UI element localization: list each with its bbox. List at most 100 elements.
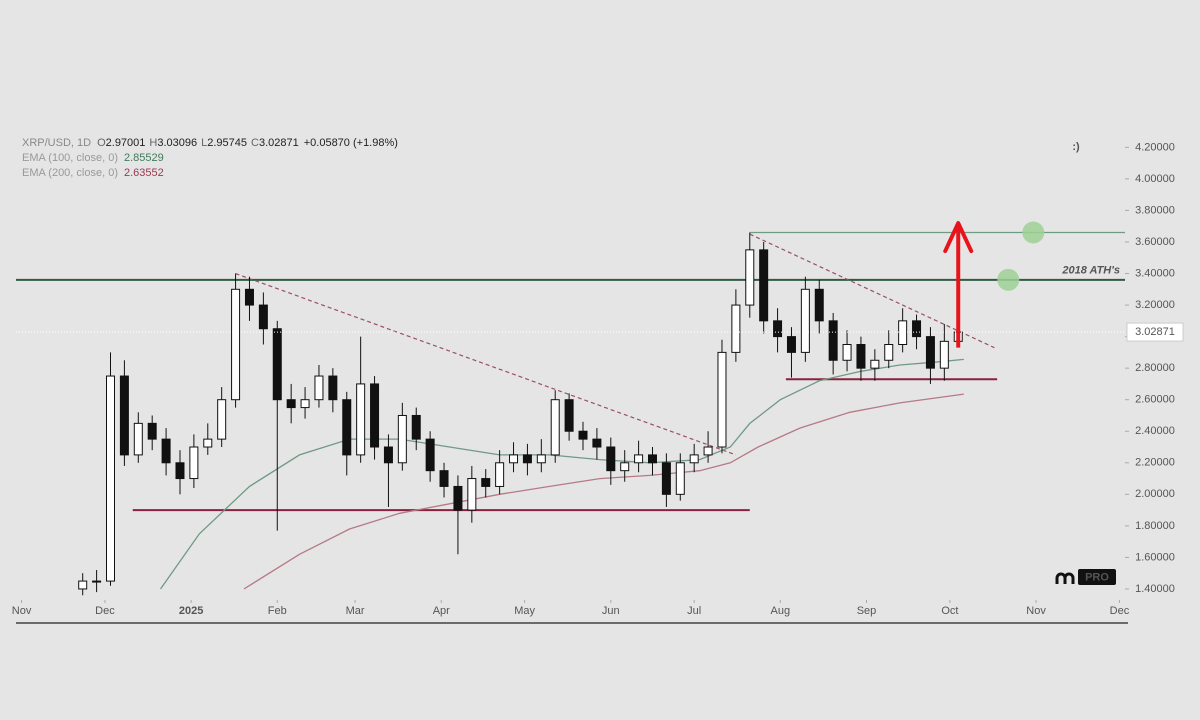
candle-body — [272, 328, 282, 401]
y-tick-label: 2.80000 — [1135, 362, 1175, 374]
candle-body — [314, 375, 324, 401]
change: +0.05870 (+1.98%) — [304, 137, 398, 149]
candle-body — [231, 288, 241, 401]
candle-body — [939, 340, 949, 369]
brand-logo — [1055, 569, 1116, 585]
x-tick-label: Jun — [602, 605, 620, 617]
x-tick-label: Sep — [857, 605, 877, 617]
y-tick-label: 2.20000 — [1135, 457, 1175, 469]
candle-body — [717, 351, 727, 448]
candle-body — [133, 422, 143, 456]
candle-body — [828, 320, 838, 361]
price-label: 3.02871 — [1135, 326, 1175, 338]
candle-body — [370, 383, 380, 448]
x-tick-label: Mar — [346, 605, 365, 617]
candle-body — [536, 454, 546, 464]
y-tick-label: 4.20000 — [1135, 141, 1175, 153]
candle-body — [912, 320, 922, 338]
trendline — [235, 272, 737, 456]
y-tick-label: 1.80000 — [1135, 520, 1175, 532]
high-prefix: H — [149, 137, 157, 149]
candle-body — [745, 249, 755, 306]
trendline — [749, 233, 995, 349]
candle-body — [495, 462, 505, 487]
candle-body — [689, 454, 699, 464]
candle-body — [647, 454, 657, 464]
candle-body — [467, 478, 477, 511]
candle-body — [800, 288, 810, 353]
open-prefix: O — [97, 137, 106, 149]
candle-body — [842, 343, 852, 361]
candle-body — [925, 336, 935, 369]
candle-body — [383, 446, 393, 464]
y-tick-label: 4.00000 — [1135, 173, 1175, 185]
high-value: 3.03096 — [157, 137, 197, 149]
candle-body — [342, 399, 352, 456]
candle-body — [189, 446, 199, 480]
y-tick-label: 3.60000 — [1135, 236, 1175, 248]
x-tick-label: Jul — [687, 605, 701, 617]
x-tick-label: Nov — [1026, 605, 1046, 617]
candle-body — [78, 580, 88, 590]
candle-body — [106, 375, 116, 582]
candle-body — [870, 359, 880, 369]
x-tick-label: Feb — [268, 605, 287, 617]
candle-body — [439, 470, 449, 487]
y-tick-label: 3.20000 — [1135, 299, 1175, 311]
candle-body — [578, 430, 588, 440]
candle-body — [814, 288, 824, 322]
candle-body — [258, 304, 268, 330]
candle-body — [606, 446, 616, 472]
x-tick-label: May — [514, 605, 535, 617]
symbol: XRP/USD, 1D — [22, 137, 91, 149]
candle-body — [509, 454, 519, 464]
candle-body — [634, 454, 644, 464]
candle-body — [675, 462, 685, 495]
candle-body — [703, 446, 713, 456]
y-tick-label: 2.40000 — [1135, 425, 1175, 437]
close-prefix: C — [251, 137, 259, 149]
price-box — [1126, 322, 1184, 342]
candle-body — [119, 375, 129, 456]
candle-body — [550, 399, 560, 456]
candle-body — [356, 383, 366, 456]
candle-body — [884, 343, 894, 361]
candle-body — [592, 438, 602, 448]
candle-body — [731, 304, 741, 353]
close-value: 3.02871 — [259, 137, 299, 149]
ema-name: EMA (200, close, 0) — [22, 167, 118, 179]
candle-body — [175, 462, 185, 480]
level-label: 2018 ATH's — [1061, 265, 1120, 277]
candle-body — [203, 438, 213, 448]
candle-body — [620, 462, 630, 472]
y-tick-label: 1.40000 — [1135, 583, 1175, 595]
y-tick-label: 3.80000 — [1135, 204, 1175, 216]
candle-body — [759, 249, 769, 322]
target-circle — [997, 268, 1020, 291]
ema-value: 2.85529 — [124, 152, 164, 164]
candle-body — [856, 343, 866, 369]
candle-body — [411, 414, 421, 440]
candle-body — [328, 375, 338, 401]
y-tick-label: 2.00000 — [1135, 488, 1175, 500]
ema-legend: EMA (100, close, 0) 2.85529 — [22, 152, 164, 164]
ohlc-legend: XRP/USD, 1D O2.97001 H3.03096 L2.95745 C3.02… — [22, 137, 398, 149]
arrow-head — [943, 221, 974, 254]
x-tick-label: Nov — [12, 605, 32, 617]
target-circle — [1022, 221, 1045, 244]
candle-body — [286, 399, 296, 409]
open-value: 2.97001 — [106, 137, 146, 149]
x-tick-label: Oct — [941, 605, 958, 617]
x-tick-label: Dec — [95, 605, 115, 617]
candle-body — [481, 478, 491, 487]
low-prefix: L — [201, 137, 207, 149]
note: :) — [1072, 141, 1080, 153]
x-tick-label: Apr — [433, 605, 450, 617]
ema-name: EMA (100, close, 0) — [22, 152, 118, 164]
y-tick-label: 3.40000 — [1135, 267, 1175, 279]
candle-body — [147, 422, 157, 440]
candle-body — [522, 454, 532, 464]
